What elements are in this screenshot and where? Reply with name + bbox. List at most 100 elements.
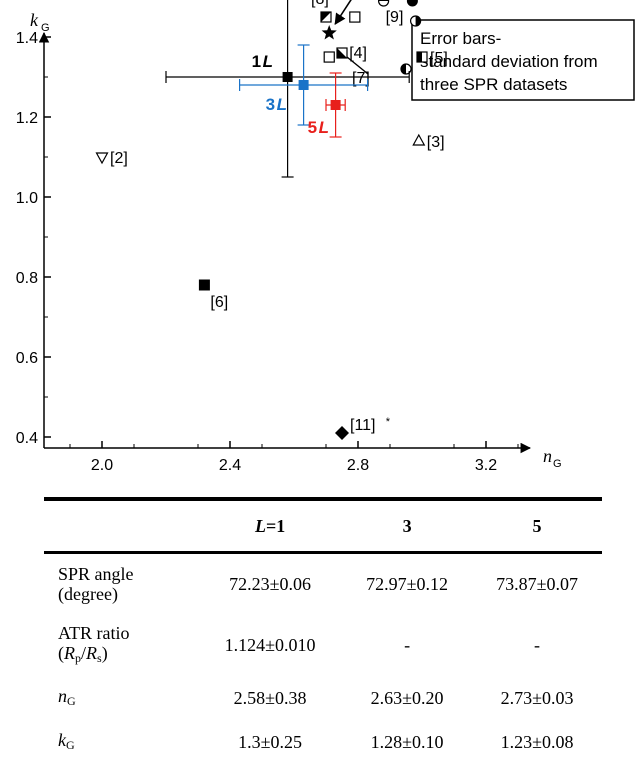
table-header-row: L=1 3 5 xyxy=(44,499,602,553)
table-cell: 1.124±0.010 xyxy=(224,635,316,655)
sub-G: G xyxy=(67,694,76,708)
row-label-line: ATR ratio xyxy=(58,623,130,643)
literature-label: [6] xyxy=(210,294,228,311)
row-label-line: (degree) xyxy=(58,584,118,605)
y-tick-label: 1.4 xyxy=(16,30,38,47)
measured-label: 1 xyxy=(252,52,261,71)
marker-diamond-filled xyxy=(335,426,349,440)
y-tick-label: 1.0 xyxy=(16,190,38,207)
measured-label: 3 xyxy=(266,95,275,114)
marker-triangle-open xyxy=(412,133,426,146)
measured-label-L: L xyxy=(263,52,273,71)
theory-star xyxy=(321,25,337,40)
table-cell: 1.28±0.10 xyxy=(370,732,444,752)
y-tick-label: 1.2 xyxy=(16,110,38,127)
marker-half xyxy=(417,52,422,62)
literature-point xyxy=(95,152,109,165)
table-row-kG: kG 1.3±0.25 1.28±0.10 1.23±0.08 xyxy=(44,721,602,765)
var-k: k xyxy=(58,730,66,750)
marker-triangle-down-open xyxy=(95,152,109,165)
table-row-nG: nG 2.58±0.38 2.63±0.20 2.73±0.03 xyxy=(44,677,602,721)
table-cell: 72.23±0.06 xyxy=(229,573,312,594)
table-cell: 72.97±0.12 xyxy=(366,573,449,594)
var-R: R xyxy=(64,643,75,663)
paren: ( xyxy=(58,643,64,663)
paren: ) xyxy=(101,643,108,663)
x-tick-label: 2.4 xyxy=(219,457,241,470)
row-label-atr-ratio: ATR ratio (Rp/Rs) xyxy=(44,615,198,677)
literature-label: [11] xyxy=(350,417,376,434)
marker-square-open xyxy=(349,11,361,23)
literature-point xyxy=(400,63,412,75)
column-header-3: 3 xyxy=(342,499,472,553)
literature-point xyxy=(410,15,422,27)
y-tick-label: 0.8 xyxy=(16,270,38,287)
column-value-3: 3 xyxy=(402,515,412,536)
x-axis-label-sub: G xyxy=(553,458,562,470)
row-label-kG: kG xyxy=(44,721,198,765)
y-tick-label: 0.6 xyxy=(16,350,38,367)
literature-label: [4] xyxy=(349,45,367,62)
table-cell: 2.73±0.03 xyxy=(500,688,574,708)
table-cell: 2.58±0.38 xyxy=(233,688,307,708)
literature-point xyxy=(416,51,428,63)
row-label-line: SPR angle xyxy=(58,564,134,585)
table-row-spr-angle: SPR angle (degree) 72.23±0.06 72.97±0.12… xyxy=(44,553,602,615)
measured-label-L: L xyxy=(277,95,287,114)
literature-label: [9] xyxy=(386,9,404,26)
slash: / xyxy=(81,643,87,663)
literature-label: [8] xyxy=(311,0,329,8)
x-tick-label: 2.8 xyxy=(347,457,369,470)
scatter-plot: kGnG0.40.60.81.01.21.41.61.82.02.02.42.8… xyxy=(16,0,635,470)
measured-point xyxy=(330,100,341,110)
legend-box-text: standard deviation from xyxy=(420,52,598,71)
table-cell: - xyxy=(534,635,541,655)
measured-point xyxy=(298,80,309,90)
column-var-L: L xyxy=(254,515,266,536)
var-R: R xyxy=(86,643,98,663)
sub-p: p xyxy=(75,651,81,665)
sub-G: G xyxy=(66,738,75,752)
marker-circle-filled xyxy=(406,0,418,7)
measured-label: 5 xyxy=(308,118,317,137)
column-value-1: =1 xyxy=(265,515,286,536)
column-header-1: L=1 xyxy=(198,499,342,553)
table-row-atr-ratio: ATR ratio (Rp/Rs) 1.124±0.010 - - xyxy=(44,615,602,677)
literature-point xyxy=(335,426,349,440)
row-label-spr-angle: SPR angle (degree) xyxy=(44,553,198,615)
legend-box-text: Error bars- xyxy=(420,29,501,48)
sub-s: s xyxy=(97,651,102,665)
measured-point xyxy=(282,72,293,82)
literature-label-mark: * xyxy=(386,416,391,428)
x-axis-label: n xyxy=(543,446,552,466)
table-cell: 2.63±0.20 xyxy=(370,688,444,708)
marker-half xyxy=(321,12,331,22)
table-cell: 73.87±0.07 xyxy=(496,573,578,594)
marker-half xyxy=(401,64,406,74)
y-tick-label: 0.4 xyxy=(16,430,38,447)
literature-point xyxy=(323,51,335,63)
legend-box-text: three SPR datasets xyxy=(420,75,567,94)
literature-point xyxy=(349,11,361,23)
literature-point xyxy=(320,11,332,23)
literature-point xyxy=(198,279,210,291)
table-cell: 1.23±0.08 xyxy=(500,732,574,752)
marker-square-open xyxy=(323,51,335,63)
y-axis-label: k xyxy=(30,10,39,30)
marker-half xyxy=(337,48,347,58)
literature-point xyxy=(406,0,418,7)
table-cell: - xyxy=(404,635,411,655)
theory-arrow xyxy=(334,0,352,25)
marker-half xyxy=(415,16,421,26)
row-label-nG: nG xyxy=(44,677,198,721)
literature-point xyxy=(412,133,426,146)
literature-label: [3] xyxy=(427,134,445,151)
marker-half xyxy=(378,0,389,1)
literature-point xyxy=(378,0,390,7)
column-value-5: 5 xyxy=(532,515,542,536)
table-cell: 1.3±0.25 xyxy=(238,732,303,752)
literature-label: [2] xyxy=(110,150,128,167)
legend-box xyxy=(411,19,635,101)
label-leader-7 xyxy=(346,56,369,75)
results-table: L=1 3 5 SPR angle (degree) 72.23±0.06 72… xyxy=(44,497,602,765)
